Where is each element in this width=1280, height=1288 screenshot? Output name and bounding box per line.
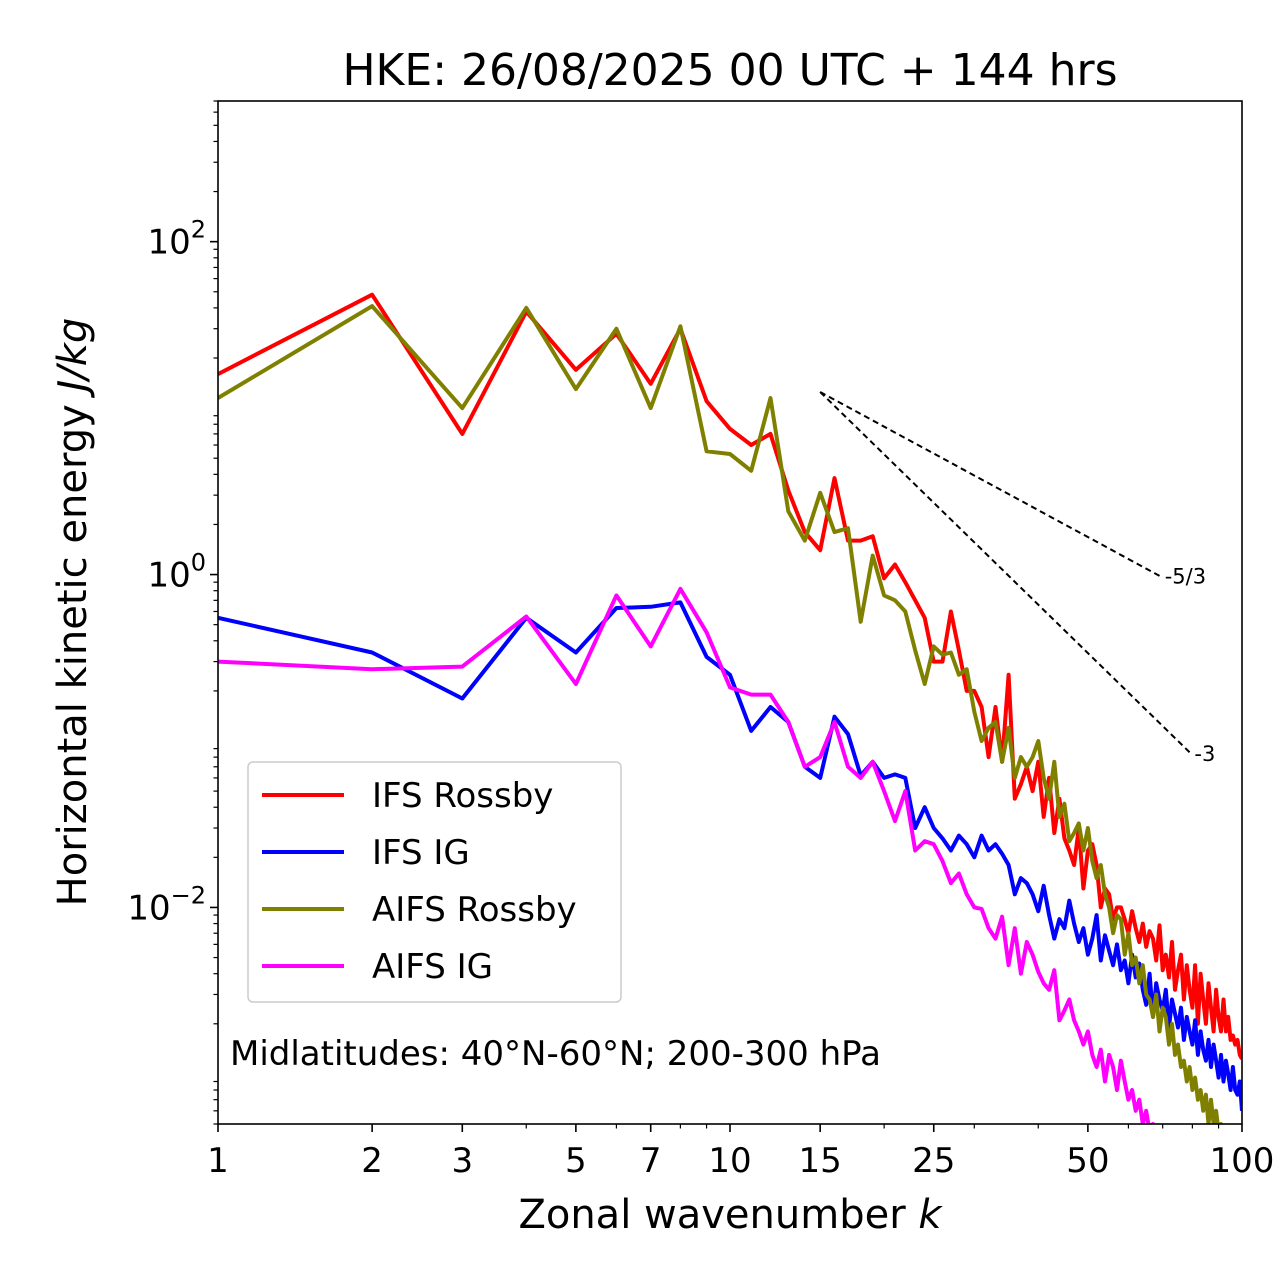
reference-slopes <box>819 391 1194 756</box>
y-tick-label-exponent: −2 <box>171 881 206 909</box>
series-line-aifs-rossby <box>218 304 1224 1124</box>
reference-line-5-3 <box>819 391 1164 579</box>
legend-label-ifs-rossby: IFS Rossby <box>372 776 553 816</box>
x-axis-label-variable: k <box>918 1192 943 1238</box>
y-tick-label: 100 <box>147 549 206 596</box>
reference-label-3: -3 <box>1194 742 1215 766</box>
x-tick-label: 2 <box>361 1141 383 1181</box>
reference-line-3 <box>819 391 1194 756</box>
series-lines <box>218 292 1242 1124</box>
reference-label-5-3: -5/3 <box>1165 565 1206 589</box>
legend-label-aifs-rossby: AIFS Rossby <box>372 890 577 930</box>
x-axis-ticks: 1 2 3 5 7 10 15 25 50 100 <box>207 1124 1274 1181</box>
y-tick-label: 10−2 <box>127 881 206 928</box>
y-tick-label-base: 10 <box>147 556 190 596</box>
y-tick-label-base: 10 <box>147 223 190 263</box>
x-tick-label: 7 <box>640 1141 662 1181</box>
x-tick-label: 3 <box>451 1141 473 1181</box>
x-tick-label: 5 <box>565 1141 587 1181</box>
x-tick-label: 10 <box>708 1141 751 1181</box>
y-tick-label: 102 <box>147 216 206 263</box>
y-axis-label: Horizontal kinetic energy J/kg <box>50 318 96 907</box>
legend-label-aifs-ig: AIFS IG <box>372 947 493 987</box>
chart-title: HKE: 26/08/2025 00 UTC + 144 hrs <box>342 45 1117 96</box>
x-axis-label-text: Zonal wavenumber <box>518 1192 918 1238</box>
x-axis-label: Zonal wavenumber k <box>518 1192 943 1238</box>
x-tick-label: 50 <box>1066 1141 1109 1181</box>
series-line-aifs-ig <box>218 586 1156 1124</box>
x-tick-label: 100 <box>1210 1141 1275 1181</box>
y-tick-label-exponent: 0 <box>191 549 206 577</box>
y-axis-label-text: Horizontal kinetic energy <box>50 392 96 907</box>
legend-label-ifs-ig: IFS IG <box>372 833 470 873</box>
series-line-ifs-ig <box>218 600 1242 1111</box>
x-tick-label: 25 <box>912 1141 955 1181</box>
y-tick-label-exponent: 2 <box>191 216 206 244</box>
y-tick-label-base: 10 <box>127 888 170 928</box>
region-annotation: Midlatitudes: 40°N-60°N; 200-300 hPa <box>230 1034 881 1074</box>
x-tick-label: 15 <box>799 1141 842 1181</box>
x-tick-label: 1 <box>207 1141 229 1181</box>
legend: IFS Rossby IFS IG AIFS Rossby AIFS IG <box>247 761 622 1003</box>
legend-frame <box>247 761 622 1003</box>
y-axis-label-unit: J/kg <box>50 318 96 399</box>
